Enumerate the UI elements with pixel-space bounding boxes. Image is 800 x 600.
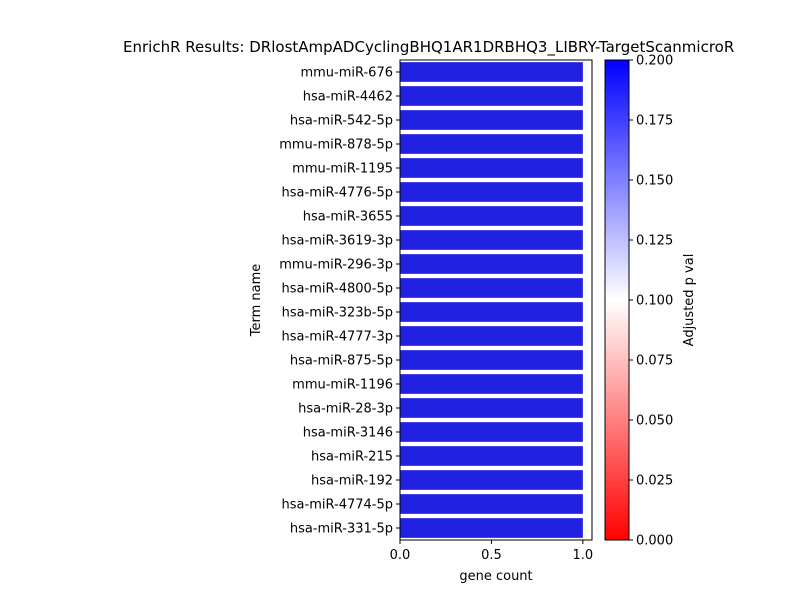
y-tick-label: mmu-miR-878-5p [279, 138, 393, 153]
bar [400, 470, 583, 490]
y-tick-label: mmu-miR-1195 [292, 162, 393, 177]
y-tick-label: hsa-miR-4800-5p [282, 282, 393, 297]
x-tick-label: 0.5 [481, 548, 502, 563]
y-tick-label: hsa-miR-28-3p [298, 402, 393, 417]
y-tick-label: hsa-miR-4774-5p [282, 498, 393, 513]
colorbar-tick-label: 0.125 [636, 234, 673, 249]
colorbar-label: Adjusted p val [682, 254, 697, 347]
colorbar-ticks: 0.000 0.025 0.050 0.075 0.100 0.125 0.150 0.175… [629, 54, 673, 549]
colorbar-tick-label: 0.100 [636, 294, 673, 309]
y-tick-label: hsa-miR-3146 [303, 426, 393, 441]
y-tick-label: hsa-miR-215 [311, 450, 393, 465]
y-tick-labels: mmu-miR-676 hsa-miR-4462 hsa-miR-542-5p mmu… [279, 66, 400, 537]
colorbar-tick-label: 0.025 [636, 474, 673, 489]
y-tick-label: hsa-miR-3619-3p [282, 234, 393, 249]
y-tick-label: hsa-miR-4777-3p [282, 330, 393, 345]
y-tick-label: hsa-miR-875-5p [290, 354, 393, 369]
bar [400, 134, 583, 154]
bar [400, 182, 583, 202]
bar [400, 206, 583, 226]
chart-title: EnrichR Results: DRlostAmpADCyclingBHQ1A… [123, 38, 734, 57]
y-tick-label: hsa-miR-331-5p [290, 522, 393, 537]
bar [400, 518, 583, 538]
y-tick-label: hsa-miR-542-5p [290, 114, 393, 129]
bar [400, 230, 583, 250]
colorbar-tick-label: 0.200 [636, 54, 673, 69]
bar [400, 398, 583, 418]
bar-group [400, 62, 583, 538]
colorbar-tick-label: 0.175 [636, 114, 673, 129]
bar [400, 326, 583, 346]
y-tick-label: mmu-miR-676 [300, 66, 393, 81]
y-tick-label: hsa-miR-192 [311, 474, 393, 489]
y-tick-label: mmu-miR-296-3p [279, 258, 393, 273]
bar [400, 278, 583, 298]
y-tick-label: hsa-miR-323b-5p [282, 306, 393, 321]
bar [400, 374, 583, 394]
colorbar-tick-label: 0.050 [636, 414, 673, 429]
x-axis-label: gene count [459, 569, 532, 584]
bar [400, 86, 583, 106]
plot-frame [399, 59, 593, 541]
colorbar-tick-label: 0.075 [636, 354, 673, 369]
x-tick-label: 1.0 [573, 548, 594, 563]
colorbar-tick-label: 0.000 [636, 534, 673, 549]
colorbar-tick-label: 0.150 [636, 174, 673, 189]
bar [400, 422, 583, 442]
bar [400, 110, 583, 130]
y-tick-label: hsa-miR-4462 [303, 90, 393, 105]
y-tick-label: hsa-miR-4776-5p [282, 186, 393, 201]
y-axis-label: Term name [249, 264, 264, 338]
x-ticks: 0.0 0.5 1.0 [390, 540, 594, 563]
bar [400, 302, 583, 322]
y-tick-label: mmu-miR-1196 [292, 378, 393, 393]
bar [400, 446, 583, 466]
bar [400, 350, 583, 370]
y-tick-label: hsa-miR-3655 [303, 210, 393, 225]
bar [400, 494, 583, 514]
x-tick-label: 0.0 [390, 548, 411, 563]
bar [400, 62, 583, 82]
bar [400, 158, 583, 178]
bar [400, 254, 583, 274]
colorbar [604, 59, 630, 541]
